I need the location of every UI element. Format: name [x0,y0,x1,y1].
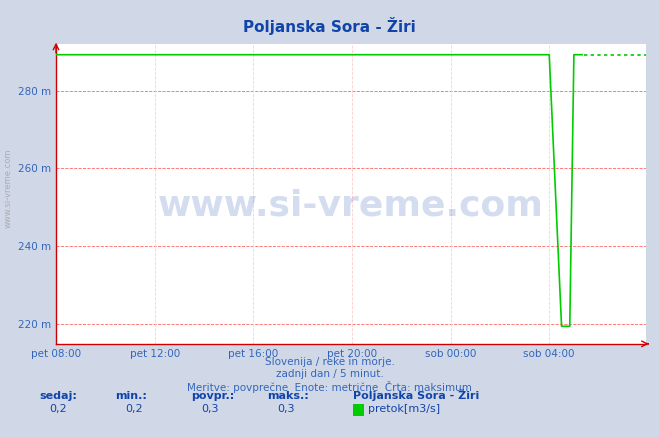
Text: povpr.:: povpr.: [191,391,235,401]
Text: www.si-vreme.com: www.si-vreme.com [158,189,544,223]
Text: 0,3: 0,3 [201,404,219,414]
Text: sedaj:: sedaj: [40,391,77,401]
Text: pretok[m3/s]: pretok[m3/s] [368,404,440,414]
Text: Slovenija / reke in morje.: Slovenija / reke in morje. [264,357,395,367]
Text: 0,3: 0,3 [277,404,295,414]
Text: zadnji dan / 5 minut.: zadnji dan / 5 minut. [275,369,384,379]
Text: 0,2: 0,2 [125,404,143,414]
Text: Meritve: povprečne  Enote: metrične  Črta: maksimum: Meritve: povprečne Enote: metrične Črta:… [187,381,472,393]
Text: maks.:: maks.: [267,391,308,401]
Text: Poljanska Sora - Žiri: Poljanska Sora - Žiri [243,17,416,35]
Text: 0,2: 0,2 [49,404,67,414]
Text: www.si-vreme.com: www.si-vreme.com [3,148,13,228]
Text: min.:: min.: [115,391,147,401]
Text: Poljanska Sora - Žiri: Poljanska Sora - Žiri [353,389,479,401]
